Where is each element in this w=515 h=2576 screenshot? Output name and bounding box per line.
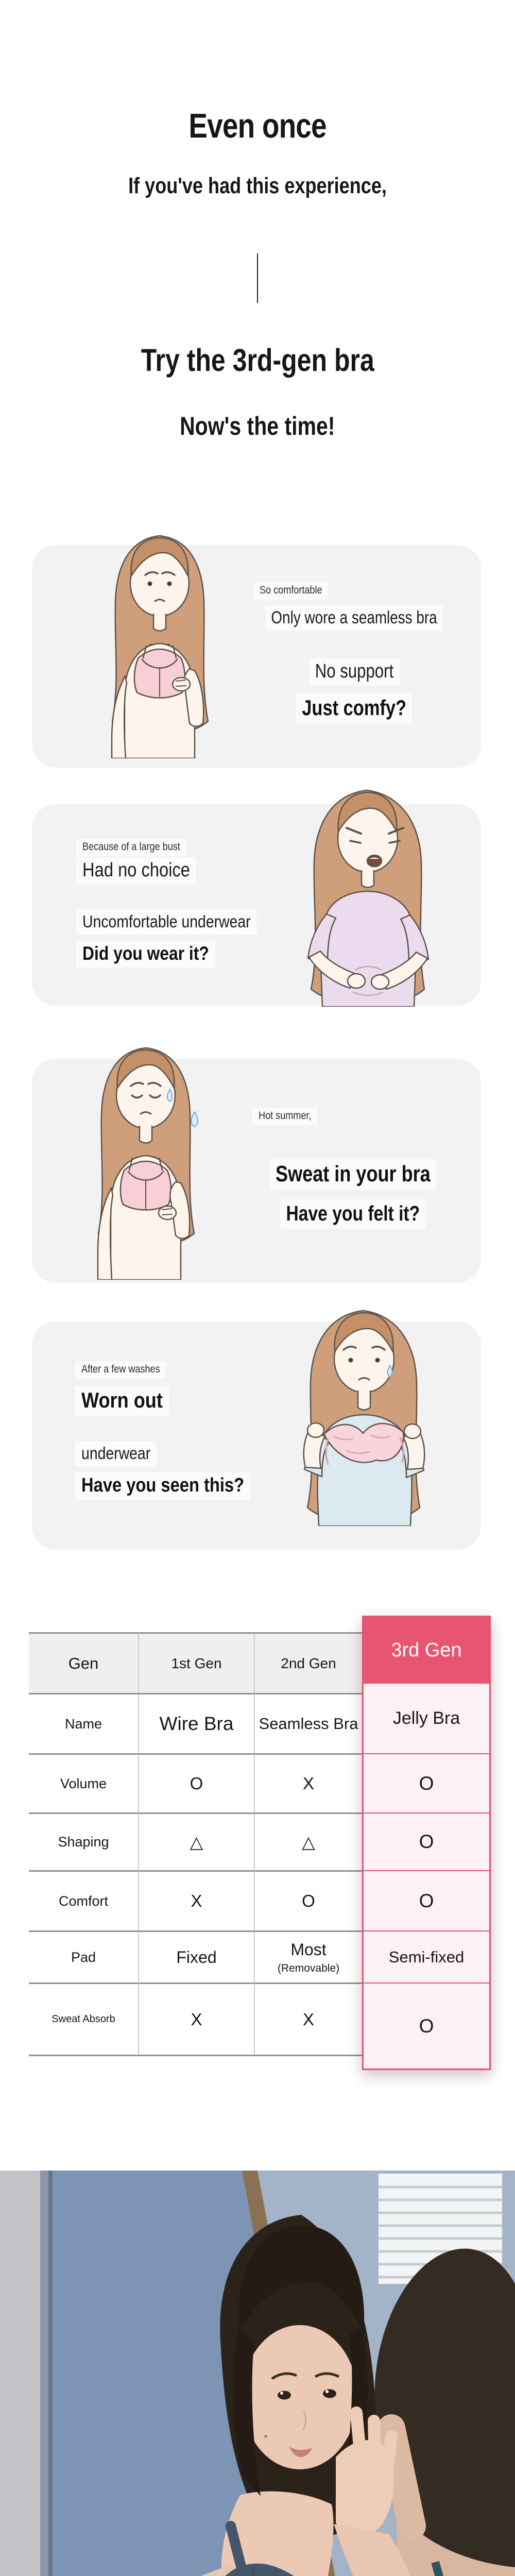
tear-drop bbox=[387, 1365, 393, 1377]
hand bbox=[171, 676, 191, 692]
card4-tagline: After a few washes bbox=[75, 1361, 181, 1379]
card1-tagline: So comfortable bbox=[253, 582, 340, 600]
right-arm bbox=[169, 1181, 191, 1240]
cell-comfort-3rd: O bbox=[364, 1870, 489, 1930]
card3-illustration-woman-sweating bbox=[77, 1040, 216, 1281]
table-header-2nd-gen: 2nd Gen bbox=[255, 1632, 362, 1693]
hero-cta-line1-text: Try the 3rd-gen bra bbox=[141, 343, 374, 378]
cell-volume-2nd: X bbox=[255, 1753, 362, 1812]
row-label-sweat-absorb: Sweat Absorb bbox=[29, 1982, 139, 2055]
row-label-volume: Volume bbox=[29, 1753, 139, 1812]
table-header-1st-gen: 1st Gen bbox=[139, 1632, 255, 1693]
cell-shaping-1st: △ bbox=[139, 1812, 255, 1870]
card3-tagline: Hot summer, bbox=[252, 1108, 328, 1125]
row-label-name: Name bbox=[29, 1693, 139, 1753]
cell-name-3rd: Jelly Bra bbox=[392, 1708, 460, 1728]
row-label-shaping: Shaping bbox=[29, 1812, 139, 1870]
card1-illustration-woman-pink-bra bbox=[93, 529, 227, 759]
hero-subtitle-text: If you've had this experience, bbox=[128, 173, 387, 198]
reflected-back bbox=[397, 2511, 515, 2576]
hand bbox=[158, 1205, 177, 1221]
worn-bra bbox=[323, 1422, 404, 1463]
hero-cta-line2: Now's the time! bbox=[0, 411, 515, 441]
hero-cta-line1: Try the 3rd-gen bra bbox=[0, 342, 515, 378]
sweat-drop bbox=[191, 1111, 198, 1127]
door-frame bbox=[0, 2171, 40, 2576]
comparison-table: Gen 1st Gen 2nd Gen Name Wire Bra Seamle… bbox=[29, 1632, 362, 2056]
card1-line2: No support bbox=[241, 658, 468, 686]
hero-cta-line2-text: Now's the time! bbox=[180, 412, 335, 440]
forearm bbox=[334, 2524, 411, 2576]
card4-line1: Worn out bbox=[75, 1386, 184, 1416]
card1-line1: Only wore a seamless bra bbox=[241, 606, 468, 631]
table-header-gen: Gen bbox=[29, 1632, 139, 1693]
fist bbox=[370, 974, 390, 990]
card2-question: Did you wear it? bbox=[76, 941, 238, 968]
left-arm bbox=[97, 1187, 114, 1281]
hero-title: Even once bbox=[0, 106, 515, 146]
table-header-3rd-gen: 3rd Gen bbox=[364, 1617, 489, 1684]
cell-comfort-1st: X bbox=[139, 1870, 255, 1930]
card4-line2: underwear bbox=[75, 1442, 170, 1466]
cell-sweat-1st: X bbox=[139, 1982, 255, 2055]
card1-question: Just comfy? bbox=[241, 693, 468, 723]
bangs bbox=[130, 537, 189, 577]
fist bbox=[347, 973, 366, 989]
product-photo-model-by-mirror bbox=[0, 2171, 515, 2576]
hero-title-text: Even once bbox=[188, 107, 327, 145]
chest bbox=[221, 2491, 334, 2576]
hero-subtitle: If you've had this experience, bbox=[0, 173, 515, 199]
card3-question: Have you felt it? bbox=[242, 1199, 464, 1229]
front-hair bbox=[238, 2225, 365, 2335]
lips bbox=[289, 2447, 312, 2457]
fist bbox=[306, 1422, 325, 1438]
card4-illustration-woman-worn-bra bbox=[270, 1304, 456, 1527]
cell-pad-2nd: Most (Removable) bbox=[255, 1930, 362, 1982]
cell-sweat-2nd: X bbox=[255, 1982, 362, 2055]
sweat-drop bbox=[166, 1089, 173, 1102]
cell-volume-3rd: O bbox=[364, 1753, 489, 1812]
lilac-tee bbox=[320, 890, 416, 1008]
fist bbox=[403, 1423, 422, 1439]
left-arm bbox=[201, 2564, 236, 2576]
card2-tagline: Because of a large bust bbox=[76, 839, 204, 856]
left-arm bbox=[111, 675, 128, 759]
vertical-divider-line bbox=[257, 253, 258, 303]
card2-illustration-woman-frustrated bbox=[278, 784, 453, 1008]
cell-shaping-3rd: O bbox=[364, 1812, 489, 1870]
row-label-pad: Pad bbox=[29, 1930, 139, 1982]
cell-pad-1st: Fixed bbox=[139, 1930, 255, 1982]
card2-line2: Uncomfortable underwear bbox=[76, 910, 286, 935]
cell-volume-1st: O bbox=[139, 1753, 255, 1812]
cell-name-2nd: Seamless Bra bbox=[255, 1693, 362, 1753]
face bbox=[242, 2325, 357, 2469]
cell-shaping-2nd: △ bbox=[255, 1812, 362, 1870]
cell-pad-3rd: Semi-fixed bbox=[364, 1930, 489, 1982]
cell-name-1st: Wire Bra bbox=[139, 1693, 255, 1753]
cell-comfort-2nd: O bbox=[255, 1870, 362, 1930]
model-figure bbox=[201, 2215, 411, 2576]
cell-sweat-3rd: O bbox=[364, 1982, 489, 2069]
highlighted-3rd-gen-column: 3rd Gen Jelly Bra O O O Semi-fixed O bbox=[362, 1616, 491, 2070]
card4-question: Have you seen this? bbox=[75, 1472, 279, 1500]
card2-line1: Had no choice bbox=[76, 857, 216, 885]
row-label-comfort: Comfort bbox=[29, 1870, 139, 1930]
card3-line1: Sweat in your bra bbox=[242, 1159, 464, 1190]
